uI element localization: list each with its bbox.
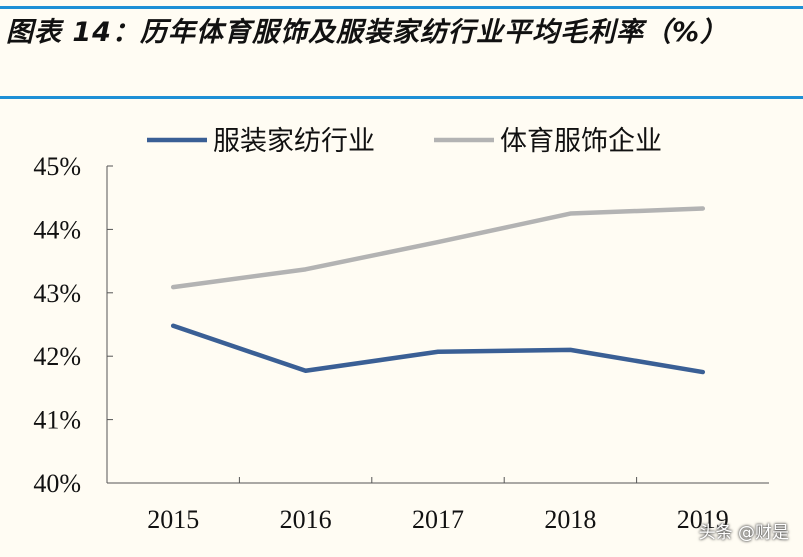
x-tick-label: 2017 <box>412 505 464 534</box>
x-tick-label: 2018 <box>544 505 596 534</box>
chart-title: 图表 14：历年体育服饰及服装家纺行业平均毛利率（%） <box>6 17 729 48</box>
y-tick-label: 44% <box>33 215 81 244</box>
series-line <box>170 323 706 375</box>
y-tick-label: 41% <box>33 406 81 435</box>
top-rule <box>0 6 803 9</box>
x-tick-label: 2015 <box>147 505 199 534</box>
y-tick-label: 43% <box>33 279 81 308</box>
y-tick-label: 40% <box>33 469 81 498</box>
y-tick-label: 42% <box>33 342 81 371</box>
watermark: 头条 @财是 <box>698 523 789 543</box>
title-rule <box>0 96 803 99</box>
legend-label: 体育服饰企业 <box>500 126 662 157</box>
legend-label: 服装家纺行业 <box>213 126 375 157</box>
x-tick-label: 2016 <box>280 505 332 534</box>
x-tick-label: 2019 <box>677 505 729 534</box>
y-tick-label: 45% <box>33 152 81 181</box>
series-line <box>170 206 706 290</box>
